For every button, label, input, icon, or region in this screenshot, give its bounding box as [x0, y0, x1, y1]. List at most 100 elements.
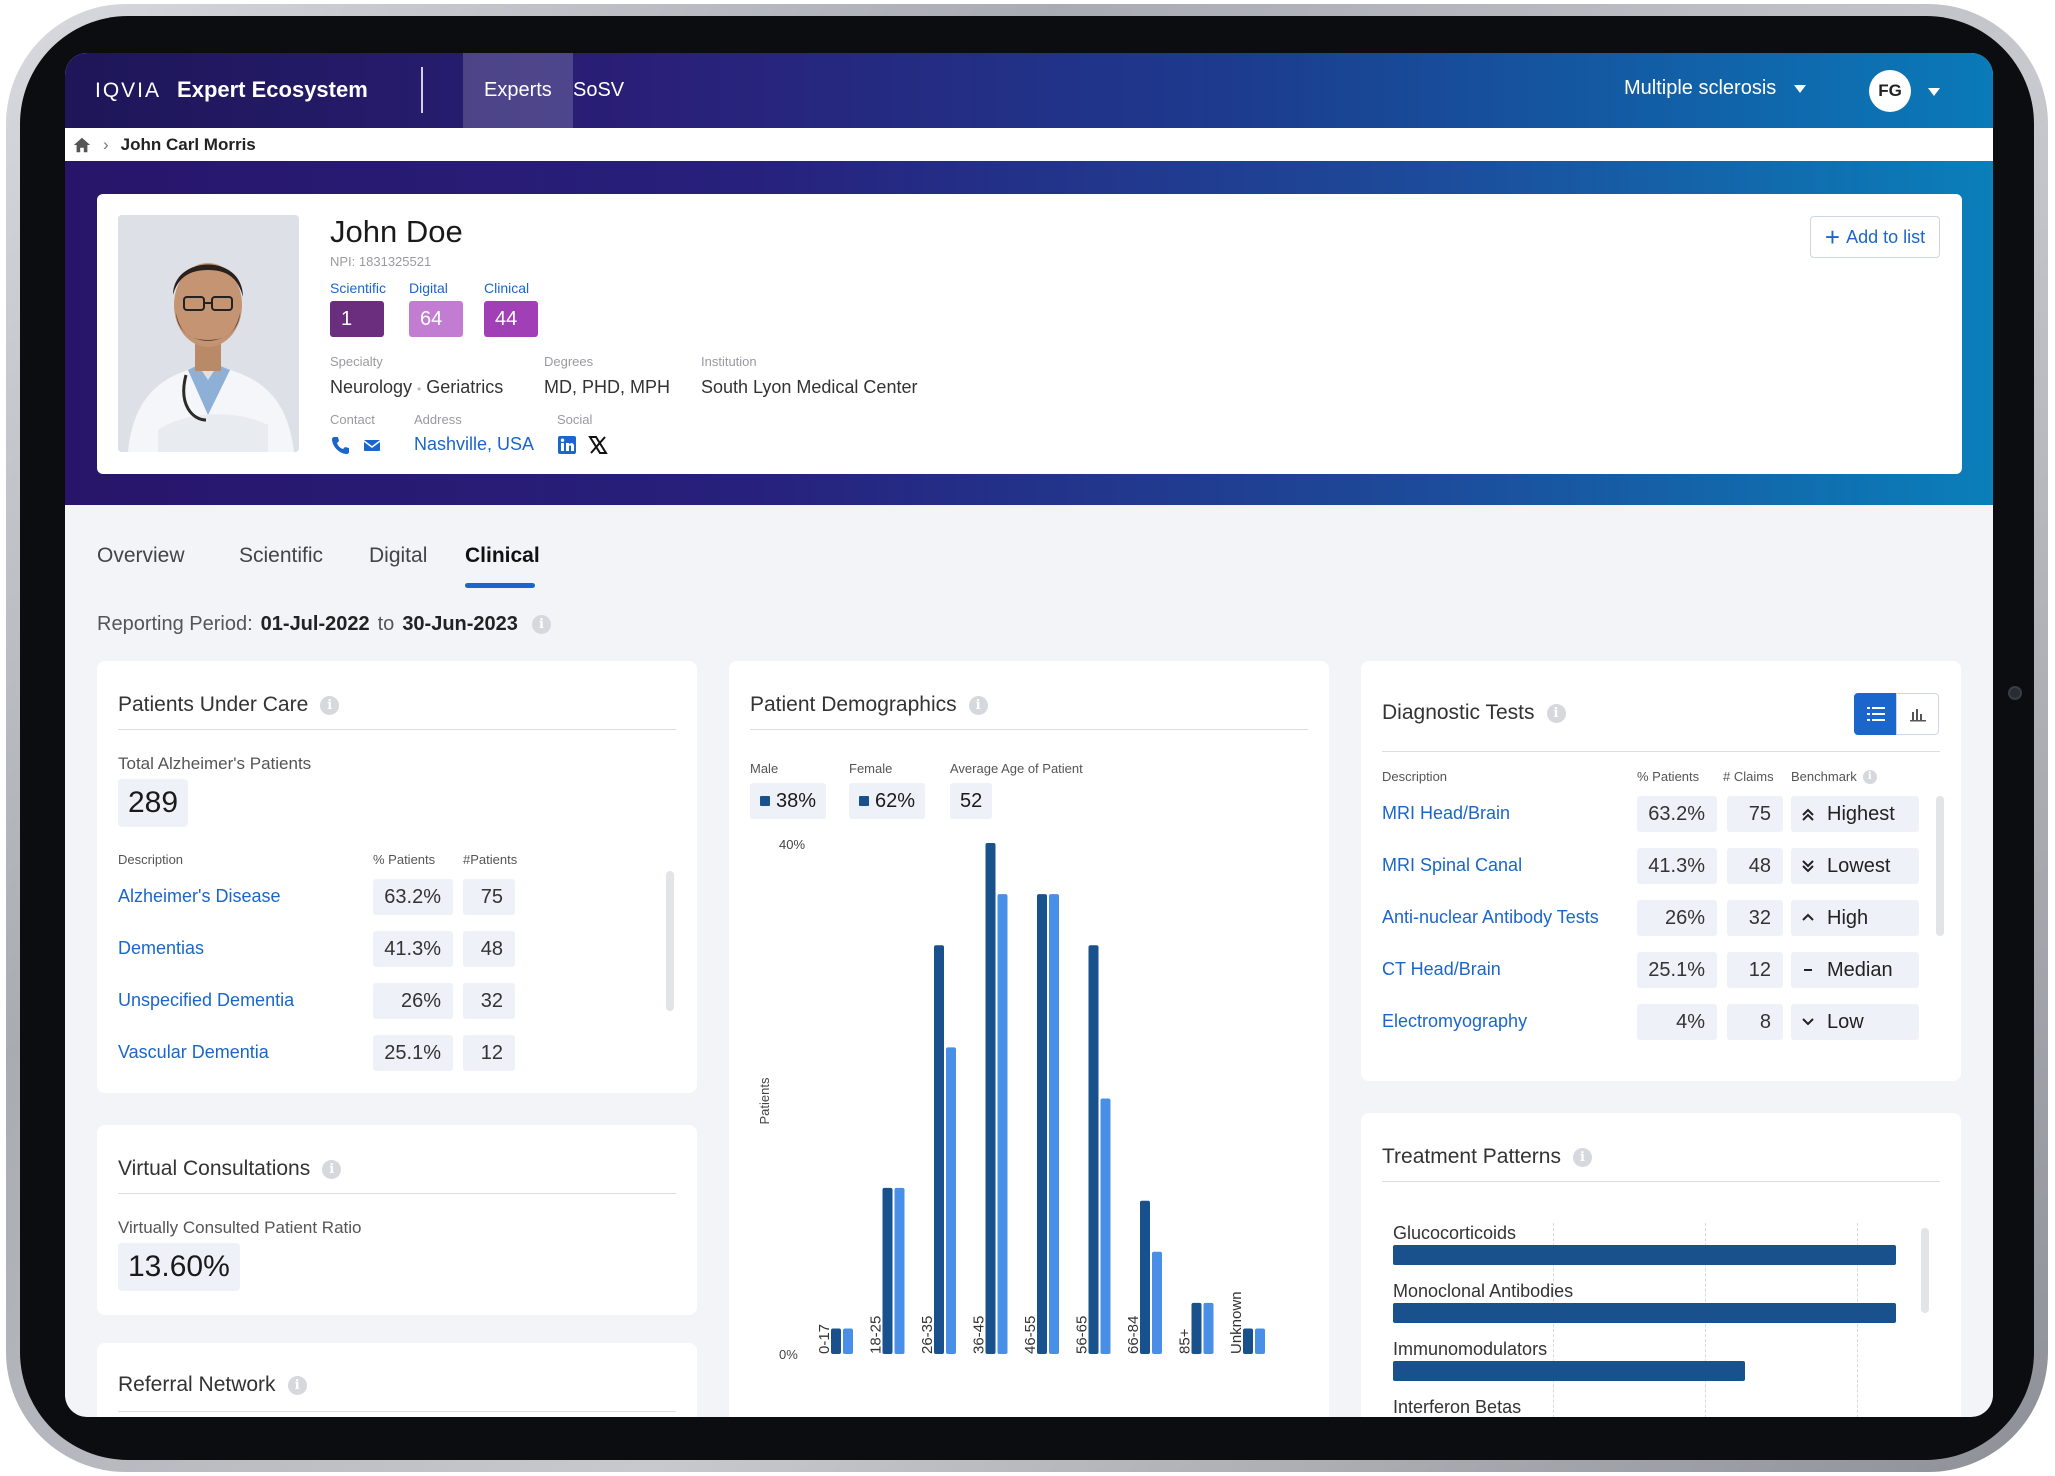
diagnostic-tests-title: Diagnostic Tests: [1382, 701, 1535, 724]
chart-view-toggle[interactable]: [1896, 693, 1939, 735]
info-icon[interactable]: i: [1572, 1147, 1592, 1167]
condition-link[interactable]: Vascular Dementia: [118, 1042, 269, 1062]
diagnostic-test-link[interactable]: Anti-nuclear Antibody Tests: [1382, 907, 1599, 927]
scrollbar[interactable]: [1936, 796, 1944, 936]
treatment-label: Immunomodulators: [1393, 1339, 1548, 1359]
diagnostic-test-link[interactable]: CT Head/Brain: [1382, 959, 1501, 979]
bar-Unknown-series-1[interactable]: [1243, 1328, 1253, 1354]
tab-overview[interactable]: Overview: [97, 544, 185, 567]
separator-dot: •: [417, 382, 422, 396]
app-screen: IQVIA Expert Ecosystem Experts SoSV Mult…: [65, 53, 1993, 1417]
bar-Unknown-series-2[interactable]: [1255, 1328, 1265, 1354]
bar-85+-series-1[interactable]: [1191, 1302, 1202, 1354]
pct-patients-cell: 63.2%: [373, 879, 453, 915]
profile-hero: John Doe NPI: 1831325521 Scientific Digi…: [65, 161, 1993, 505]
email-icon[interactable]: [362, 435, 382, 455]
info-icon[interactable]: i: [1546, 703, 1566, 723]
patient-demographics-title: Patient Demographics: [750, 693, 957, 716]
bar-36-45-series-2[interactable]: [997, 894, 1008, 1354]
score-digital[interactable]: 64: [409, 301, 463, 337]
male-label: Male: [750, 761, 779, 776]
score-scientific[interactable]: 1: [330, 301, 384, 337]
scrollbar[interactable]: [666, 871, 674, 1011]
bar-85+-series-2[interactable]: [1203, 1302, 1214, 1354]
x-twitter-icon[interactable]: [588, 435, 608, 455]
bar-36-45-series-1[interactable]: [985, 843, 996, 1354]
brand[interactable]: IQVIA Expert Ecosystem: [95, 77, 368, 103]
list-view-toggle[interactable]: [1854, 693, 1897, 735]
bar-46-55-series-2[interactable]: [1049, 894, 1059, 1354]
disease-selector[interactable]: Multiple sclerosis: [1624, 77, 1807, 100]
treatment-bar[interactable]: [1393, 1361, 1746, 1381]
benchmark-value: High: [1827, 907, 1869, 929]
pct-patients-cell: 4%: [1637, 1004, 1717, 1040]
scrollbar[interactable]: [1921, 1228, 1929, 1313]
divider: [750, 729, 1308, 730]
benchmark-cell: Low: [1791, 1004, 1919, 1040]
bar-0-17-series-2[interactable]: [843, 1328, 853, 1354]
info-icon[interactable]: i: [531, 615, 551, 634]
list-icon: [1866, 707, 1885, 721]
tab-clinical[interactable]: Clinical: [465, 544, 540, 567]
bar-26-35-series-2[interactable]: [946, 1047, 956, 1354]
double-chevron-up-icon: [1802, 808, 1814, 821]
bar-0-17-series-1[interactable]: [831, 1328, 841, 1354]
linkedin-icon[interactable]: [557, 435, 577, 455]
nav-tab-experts[interactable]: Experts: [463, 53, 573, 128]
profile-npi: NPI: 1831325521: [330, 254, 432, 269]
claims-cell: 32: [1727, 900, 1783, 936]
nav-tab-sosv[interactable]: SoSV: [573, 79, 625, 101]
average-age-value: 52: [950, 783, 993, 819]
claims-cell: 48: [1727, 848, 1783, 884]
x-tick-label: 26-35: [919, 1316, 936, 1354]
diagnostic-test-link[interactable]: Electromyography: [1382, 1011, 1528, 1031]
info-icon[interactable]: i: [322, 1159, 342, 1179]
treatment-bar[interactable]: [1393, 1245, 1896, 1265]
bar-66-84-series-1[interactable]: [1140, 1200, 1150, 1354]
phone-icon[interactable]: [330, 435, 350, 455]
chevron-down-icon[interactable]: [1928, 88, 1940, 96]
virtual-ratio-label: Virtually Consulted Patient Ratio: [118, 1218, 362, 1237]
condition-link[interactable]: Alzheimer's Disease: [118, 886, 281, 906]
breadcrumb-current: John Carl Morris: [120, 134, 256, 154]
score-clinical[interactable]: 44: [484, 301, 538, 337]
profile-card: John Doe NPI: 1831325521 Scientific Digi…: [97, 194, 1962, 474]
bar-56-65-series-2[interactable]: [1100, 1098, 1111, 1355]
bar-56-65-series-1[interactable]: [1088, 945, 1099, 1354]
period-label: Reporting Period:: [97, 613, 253, 635]
num-patients-cell: 48: [463, 931, 515, 967]
add-to-list-button[interactable]: + Add to list: [1810, 216, 1940, 258]
card-title: Treatment Patterns i: [1382, 1145, 1592, 1169]
period-to-word: to: [377, 613, 395, 635]
female-value: 62%: [849, 783, 926, 819]
info-icon[interactable]: i: [968, 695, 988, 715]
condition-link[interactable]: Dementias: [118, 938, 205, 958]
benchmark-value: Highest: [1827, 803, 1895, 825]
bar-26-35-series-1[interactable]: [934, 945, 944, 1354]
treatment-patterns-title: Treatment Patterns: [1382, 1145, 1561, 1168]
address-link[interactable]: Nashville, USA: [414, 434, 535, 454]
virtual-ratio-value: 13.60%: [118, 1243, 240, 1291]
x-tick-label: 36-45: [971, 1316, 988, 1354]
bar-18-25-series-2[interactable]: [894, 1187, 905, 1354]
bar-18-25-series-1[interactable]: [882, 1187, 893, 1354]
info-icon[interactable]: i: [320, 695, 340, 715]
bar-46-55-series-1[interactable]: [1037, 894, 1047, 1354]
condition-link[interactable]: Unspecified Dementia: [118, 990, 295, 1010]
score-label-digital: Digital: [409, 280, 448, 296]
x-tick-label: 56-65: [1074, 1316, 1091, 1354]
diagnostic-test-link[interactable]: MRI Head/Brain: [1382, 803, 1511, 823]
bar-66-84-series-2[interactable]: [1152, 1251, 1162, 1354]
info-icon[interactable]: i: [1862, 769, 1877, 784]
degrees-value: MD, PHD, MPH: [544, 377, 670, 397]
user-avatar[interactable]: FG: [1869, 70, 1911, 112]
treatment-bar[interactable]: [1393, 1303, 1896, 1323]
diagnostic-test-link[interactable]: MRI Spinal Canal: [1382, 855, 1523, 875]
benchmark-header: Benchmark: [1791, 769, 1857, 784]
tablet-frame: IQVIA Expert Ecosystem Experts SoSV Mult…: [6, 4, 2048, 1472]
home-icon[interactable]: [73, 136, 91, 154]
info-icon[interactable]: i: [287, 1375, 307, 1395]
tab-digital[interactable]: Digital: [369, 544, 428, 567]
tab-scientific[interactable]: Scientific: [239, 544, 324, 567]
treatment-label: Monoclonal Antibodies: [1393, 1281, 1574, 1301]
